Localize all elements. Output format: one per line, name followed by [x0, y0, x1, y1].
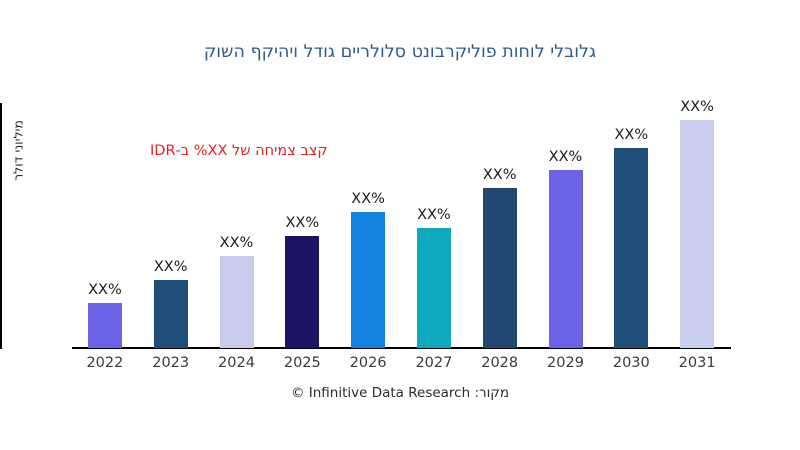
plot-area: XX% 2022 XX% 2023 XX% 2024 XX% 2025 XX% 2026 XX% 20… — [72, 99, 730, 371]
bar-value-label-2031: XX% — [680, 99, 714, 115]
bar-group: XX% 2023 — [138, 103, 204, 371]
bar-value-label-2028: XX% — [482, 167, 517, 183]
bar-group: XX% 2028 — [467, 103, 533, 371]
bar-group: XX% 2024 — [204, 103, 270, 371]
growth-rate-annotation: קצב צמיחה של XX% ב-IDR — [150, 143, 328, 159]
x-tick-2028: 2028 — [481, 355, 519, 371]
bar-value-label-2026: XX% — [351, 191, 385, 207]
bar-value-label-2024: XX% — [219, 235, 254, 251]
x-tick-2022: 2022 — [86, 355, 124, 371]
x-axis-line — [72, 347, 731, 349]
x-tick-2024: 2024 — [218, 355, 255, 371]
chart-source-note: מקור: Infinitive Data Research © — [290, 385, 510, 401]
bar-group: XX% 2026 — [335, 103, 401, 371]
bar-group: XX% 2025 — [269, 103, 335, 371]
bar-value-label-2030: XX% — [614, 127, 649, 143]
y-axis-line — [0, 103, 2, 349]
bar-value-label-2027: XX% — [417, 207, 451, 223]
bar-value-label-2029: XX% — [548, 149, 583, 165]
bar-value-label-2025: XX% — [285, 215, 320, 231]
x-tick-2023: 2023 — [152, 355, 190, 371]
bar-group: XX% 2022 — [72, 103, 138, 371]
bar-group: XX% 2030 — [598, 103, 664, 371]
x-tick-2027: 2027 — [415, 355, 453, 371]
bar-2025[interactable] — [285, 236, 320, 348]
bar-2024[interactable] — [219, 256, 254, 348]
bar-group: XX% 2027 — [401, 103, 467, 371]
x-tick-2025: 2025 — [283, 355, 321, 371]
chart-title: גלובלי לוחות פוליקרבונט סלולריים גודל וי… — [203, 42, 597, 62]
bar-value-label-2023: XX% — [153, 259, 188, 275]
bar-2031[interactable] — [680, 120, 715, 348]
bar-2028[interactable] — [482, 188, 517, 348]
bar-2029[interactable] — [548, 170, 583, 348]
x-tick-2026: 2026 — [349, 355, 387, 371]
bar-2026[interactable] — [351, 212, 386, 348]
bar-2023[interactable] — [153, 280, 188, 348]
y-axis-label: מיליוני דולר — [10, 120, 26, 181]
bar-2030[interactable] — [614, 148, 649, 348]
x-tick-2031: 2031 — [678, 355, 716, 371]
x-tick-2030: 2030 — [612, 355, 650, 371]
bar-group: XX% 2029 — [533, 103, 599, 371]
bar-2022[interactable] — [87, 303, 122, 348]
x-tick-2029: 2029 — [547, 355, 584, 371]
bar-group: XX% 2031 — [664, 99, 730, 371]
bar-value-label-2022: XX% — [88, 282, 122, 298]
bar-2027[interactable] — [416, 228, 451, 348]
